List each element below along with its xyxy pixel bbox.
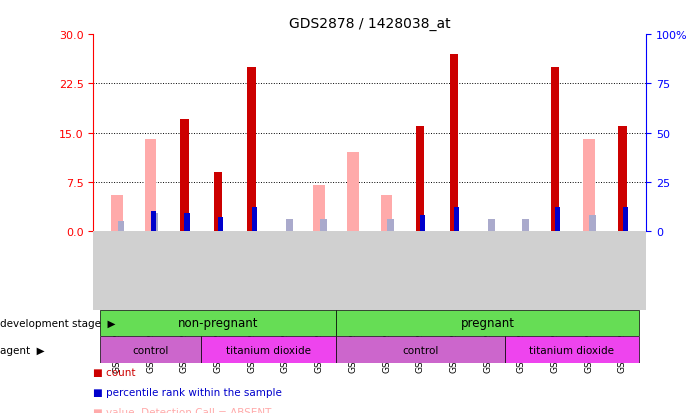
Bar bbox=[387, 220, 394, 231]
Bar bbox=[589, 216, 596, 231]
Bar bbox=[556, 208, 560, 231]
Bar bbox=[450, 55, 458, 231]
Bar bbox=[100, 310, 336, 337]
Bar bbox=[551, 68, 559, 231]
Bar bbox=[214, 173, 223, 231]
Bar bbox=[336, 337, 504, 363]
Bar bbox=[201, 337, 336, 363]
Text: ■ value, Detection Call = ABSENT: ■ value, Detection Call = ABSENT bbox=[93, 407, 272, 413]
Bar bbox=[454, 208, 460, 231]
Bar bbox=[522, 220, 529, 231]
Bar bbox=[100, 337, 201, 363]
Bar bbox=[623, 208, 627, 231]
Bar bbox=[618, 127, 627, 231]
Bar bbox=[313, 185, 325, 231]
Text: ■ count: ■ count bbox=[93, 368, 136, 377]
Bar bbox=[489, 220, 495, 231]
Bar bbox=[111, 195, 123, 231]
Bar bbox=[151, 214, 158, 231]
Text: agent  ▶: agent ▶ bbox=[0, 345, 45, 355]
Bar bbox=[583, 140, 595, 231]
Bar bbox=[286, 220, 293, 231]
Bar bbox=[184, 214, 189, 231]
Bar bbox=[504, 337, 639, 363]
Bar bbox=[144, 140, 156, 231]
Bar bbox=[218, 218, 223, 231]
Text: GDS2878 / 1428038_at: GDS2878 / 1428038_at bbox=[289, 17, 451, 31]
Text: non-pregnant: non-pregnant bbox=[178, 317, 258, 330]
Bar bbox=[180, 120, 189, 231]
Text: titanium dioxide: titanium dioxide bbox=[226, 345, 311, 355]
Bar bbox=[252, 208, 257, 231]
Bar bbox=[336, 310, 639, 337]
Text: control: control bbox=[402, 345, 438, 355]
Text: development stage  ▶: development stage ▶ bbox=[0, 318, 115, 328]
Bar bbox=[247, 68, 256, 231]
Text: ■ percentile rank within the sample: ■ percentile rank within the sample bbox=[93, 387, 282, 397]
Bar bbox=[320, 220, 327, 231]
Text: control: control bbox=[133, 345, 169, 355]
Bar bbox=[381, 195, 392, 231]
Text: titanium dioxide: titanium dioxide bbox=[529, 345, 614, 355]
Bar bbox=[416, 127, 424, 231]
Bar bbox=[117, 221, 124, 231]
Bar bbox=[347, 153, 359, 231]
Bar bbox=[420, 216, 426, 231]
Text: pregnant: pregnant bbox=[461, 317, 515, 330]
Bar bbox=[151, 211, 155, 231]
